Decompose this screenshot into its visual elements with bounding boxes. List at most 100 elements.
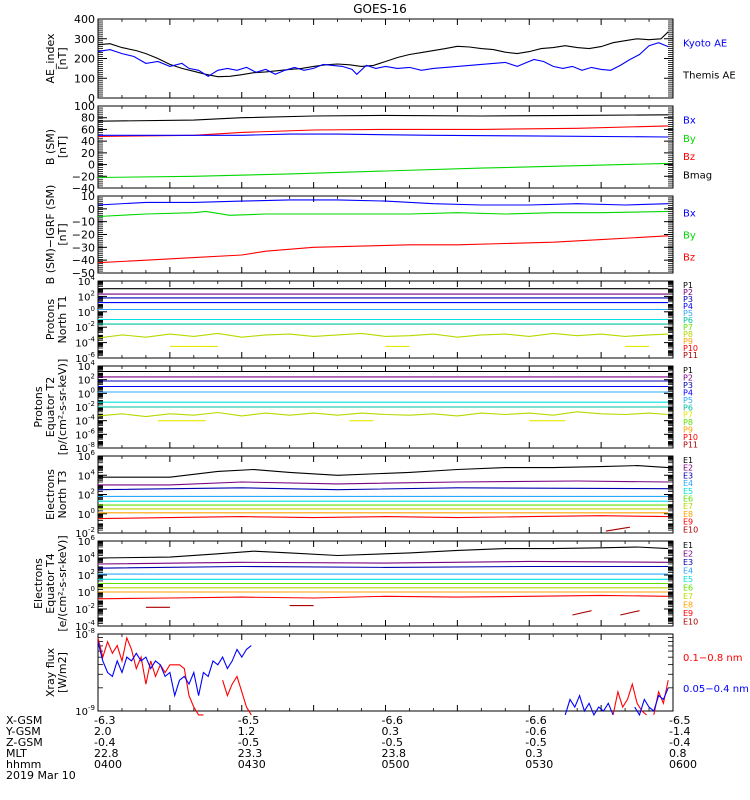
legend-entry: E6 [683, 495, 693, 504]
y-tick-label: 10-9 [75, 704, 95, 718]
legend-entry: Bz [683, 253, 695, 264]
minor-ticks [98, 280, 673, 357]
series-line-0-05-0-4-nm [97, 641, 252, 698]
legend-entry: P10 [683, 433, 698, 442]
legend-entry: E9 [683, 609, 693, 618]
legend-entry: P11 [683, 441, 698, 450]
legend-entry: Bmag [683, 170, 712, 181]
y-tick-label: 104 [78, 551, 96, 565]
y-axis-label: Protons [44, 299, 57, 340]
legend-entry: P7 [683, 411, 693, 420]
legend-entry: E1 [683, 541, 693, 550]
y-axis-label: [nT] [56, 136, 69, 158]
y-tick-label: 100 [78, 305, 95, 319]
panel-8: 10-9 10-8 Xray flux [W/m2] 0.1−0.8 nm 0.05−0.… [44, 627, 749, 718]
time-axis-value: -1.4 [669, 725, 690, 738]
time-axis-value: -6.3 [94, 714, 115, 727]
time-axis-row-label: X-GSM [6, 714, 42, 727]
legend-entry: P9 [683, 337, 693, 346]
legend-entry: P8 [683, 330, 693, 339]
y-axis-label: AE_index [44, 33, 57, 84]
y-tick-label: 104 [78, 468, 96, 482]
legend-entry: Themis AE [682, 70, 736, 81]
y-axis-label: [e/(cm²-s-sr-keV)] [56, 535, 69, 631]
legend-entry: E9 [683, 518, 693, 527]
panel-frame [97, 18, 674, 99]
legend-entry: E3 [683, 558, 693, 567]
series-line-by [97, 210, 669, 218]
legend-entry: P6 [683, 316, 693, 325]
time-axis-value: 0.3 [525, 747, 543, 760]
time-axis-row-label: hhmm [6, 758, 41, 771]
series-line-e2 [98, 480, 669, 486]
y-axis-label: Protons [32, 386, 45, 427]
y-tick-label: 104 [78, 274, 96, 288]
legend-entry: P1 [683, 366, 693, 375]
y-tick-label: 10-6 [75, 351, 95, 365]
y-tick-label: 102 [78, 373, 95, 387]
series-group [97, 465, 669, 532]
y-tick-label: 10-4 [75, 336, 95, 350]
y-tick-label: 300 [74, 33, 95, 46]
y-tick-label: 106 [78, 534, 96, 548]
y-tick-label: 0 [88, 203, 95, 216]
time-axis-value: 22.8 [94, 747, 119, 760]
y-tick-label: 10-4 [75, 619, 95, 633]
time-axis-value: -6.5 [238, 714, 259, 727]
series-line-e9 [97, 594, 669, 600]
y-axis-label: B (SM) [44, 129, 57, 165]
minor-ticks [98, 18, 673, 99]
y-tick-label: 400 [74, 13, 95, 26]
series-line-e3 [97, 565, 669, 569]
y-axis-label: Xray flux [44, 647, 57, 697]
y-tick-label: 10-6 [75, 427, 95, 441]
y-axis-label: [W/m2] [56, 652, 69, 693]
legend-entry: P2 [683, 373, 693, 382]
legend-entry: P5 [683, 309, 693, 318]
legend-entry: Bx [683, 209, 696, 220]
series-line-bz [97, 235, 669, 264]
legend-entry: By [683, 231, 696, 242]
y-tick-label: 200 [74, 53, 95, 66]
series-line-0-1-0-8-nm [612, 682, 647, 716]
legend-entry: P11 [683, 351, 698, 360]
time-axis-value: 0600 [669, 758, 697, 771]
date-label: 2019 Mar 10 [6, 769, 76, 782]
time-axis-row-label: Z-GSM [6, 736, 43, 749]
legend-entry: E2 [683, 550, 693, 559]
panel-1: 0 100 200 300 400 AE_index [nT] Kyoto AE Themis … [44, 13, 736, 105]
legend-entry: Kyoto AE [683, 39, 727, 50]
time-axis-row-label: MLT [6, 747, 27, 760]
time-axis-table: X-GSMY-GSMZ-GSMMLThhmm-6.32.0-0.422.8040… [5, 714, 697, 782]
series-line-e10 [572, 610, 592, 616]
legend-entry: E4 [683, 567, 693, 576]
y-axis-label: [nT] [56, 223, 69, 245]
legend-entry: E10 [683, 618, 698, 627]
time-axis-row-label: Y-GSM [5, 725, 41, 738]
legend-entry: P9 [683, 426, 693, 435]
figure-title: GOES-16 [353, 2, 407, 16]
legend-entry: E3 [683, 471, 693, 480]
y-tick-label: 10-4 [75, 414, 95, 428]
y-tick-label: 100 [78, 507, 95, 521]
panel-frame [97, 105, 674, 189]
legend-entry: 0.1−0.8 nm [683, 653, 742, 664]
series-group [97, 114, 669, 179]
time-axis-value: 23.8 [382, 747, 407, 760]
legend-entry: E7 [683, 502, 693, 511]
minor-ticks [98, 105, 673, 189]
y-axis-label: [nT] [56, 47, 69, 69]
y-tick-label: 102 [78, 568, 95, 582]
y-tick-label: 10-2 [75, 320, 95, 334]
series-group [97, 636, 669, 717]
minor-ticks [98, 637, 673, 689]
legend-entry: E2 [683, 464, 693, 473]
panel-7: 10-4 10-2 100 102 104 106 Electrons Equator T4[… [32, 534, 698, 633]
legend-entry: E8 [683, 510, 693, 519]
y-tick-label: 102 [78, 289, 95, 303]
y-axis-label: Equator T2 [44, 377, 57, 437]
time-axis-value: -6.5 [669, 714, 690, 727]
